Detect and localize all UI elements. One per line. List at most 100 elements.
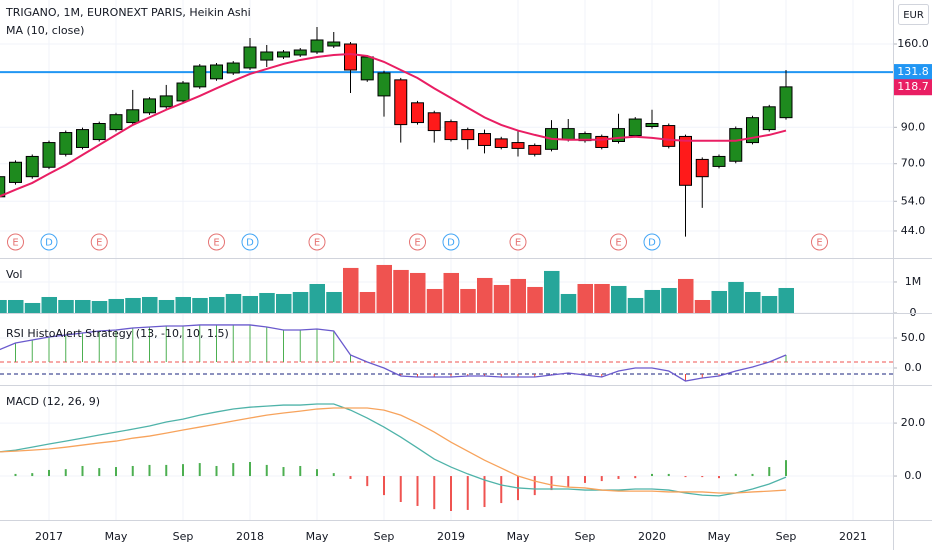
volume-bar — [577, 283, 593, 313]
candle-body — [662, 125, 676, 147]
volume-bar — [142, 296, 158, 313]
event-label: E — [213, 238, 219, 249]
indicator-line — [0, 407, 787, 494]
candle-body — [176, 82, 190, 102]
indicator-line — [0, 324, 787, 382]
candle-body — [92, 122, 106, 141]
volume-bar — [343, 267, 359, 313]
volume-bar — [0, 299, 7, 313]
candle-body — [310, 39, 324, 53]
candle-body — [76, 129, 89, 148]
volume-bar — [393, 269, 409, 313]
candle-body — [42, 142, 56, 168]
volume-bar — [75, 299, 91, 313]
x-tick-label: Sep — [173, 530, 194, 543]
event-label: E — [96, 238, 102, 249]
event-label: E — [12, 238, 18, 249]
currency-box — [898, 4, 929, 25]
event-label: E — [816, 238, 822, 249]
volume-bar — [309, 283, 325, 313]
event-label: D — [648, 238, 656, 249]
y-tick-label: 70.0 — [901, 157, 926, 170]
event-marker — [241, 233, 259, 251]
volume-bar — [493, 284, 510, 313]
volume-bar — [410, 272, 426, 313]
candle-body — [628, 118, 642, 137]
event-label: E — [314, 238, 320, 249]
event-marker — [442, 233, 460, 251]
candle-body — [210, 64, 223, 80]
candle-body — [695, 158, 709, 178]
legend-entry: MA (10, close) — [6, 24, 84, 37]
candle-body — [494, 138, 508, 148]
candle-body — [427, 112, 441, 132]
event-marker — [643, 233, 661, 251]
price-tag — [894, 79, 932, 96]
x-tick-label: 2017 — [35, 530, 63, 543]
volume-bar — [41, 296, 57, 313]
price-tag — [894, 64, 932, 81]
chart-title: TRIGANO, 1M, EURONEXT PARIS, Heikin Ashi — [5, 6, 251, 19]
x-tick-label: Sep — [575, 530, 596, 543]
x-tick-label: May — [105, 530, 128, 543]
candle-body — [528, 144, 542, 155]
candle-body — [126, 109, 140, 124]
y-tick-label: 20.0 — [901, 416, 926, 429]
volume-bar — [745, 291, 761, 313]
y-tick-label: 0.0 — [904, 469, 922, 482]
candle-body — [193, 65, 207, 88]
event-label: D — [447, 238, 455, 249]
ma-line — [0, 53, 787, 198]
candle-body — [511, 142, 525, 149]
y-tick-label: 0.0 — [904, 361, 922, 374]
candle-body — [444, 121, 458, 141]
event-marker — [509, 233, 527, 251]
candle-body — [461, 129, 475, 141]
candle-body — [561, 128, 575, 141]
candle-body — [59, 132, 73, 155]
candle-body — [143, 98, 156, 114]
x-tick-label: 2019 — [437, 530, 465, 543]
event-marker — [40, 233, 58, 251]
volume-bar — [192, 297, 208, 313]
volume-bar — [175, 296, 191, 313]
volume-bar — [728, 281, 744, 313]
volume-bar — [158, 299, 175, 313]
volume-bar — [259, 292, 275, 313]
candle-body — [411, 102, 424, 124]
candle-body — [277, 51, 290, 58]
candle-body — [712, 155, 726, 167]
candle-body — [779, 86, 793, 119]
candle-body — [260, 51, 274, 61]
volume-bar — [292, 291, 309, 313]
volume-bar — [761, 295, 778, 313]
x-tick-label: 2020 — [638, 530, 666, 543]
x-tick-label: Sep — [374, 530, 395, 543]
volume-bar — [242, 295, 258, 313]
event-marker — [811, 233, 828, 251]
volume-bar — [694, 299, 711, 313]
event-marker — [7, 233, 24, 251]
volume-bar — [778, 287, 794, 313]
y-tick-label: 44.0 — [901, 224, 926, 237]
volume-bar — [8, 299, 24, 313]
candle-body — [25, 155, 39, 178]
volume-bar — [678, 278, 694, 313]
event-label: D — [246, 238, 254, 249]
volume-bar — [544, 270, 560, 313]
volume-bar — [527, 286, 543, 313]
event-marker — [610, 233, 627, 251]
candle-body — [478, 133, 491, 146]
event-label: E — [615, 238, 621, 249]
volume-bar — [108, 298, 124, 313]
volume-bar — [359, 291, 376, 313]
volume-bar — [627, 297, 644, 313]
x-tick-label: 2021 — [839, 530, 867, 543]
volume-bar — [510, 278, 526, 313]
x-tick-label: Sep — [776, 530, 797, 543]
y-tick-label: 54.0 — [901, 194, 926, 207]
volume-bar — [91, 300, 108, 313]
x-tick-label: May — [507, 530, 530, 543]
